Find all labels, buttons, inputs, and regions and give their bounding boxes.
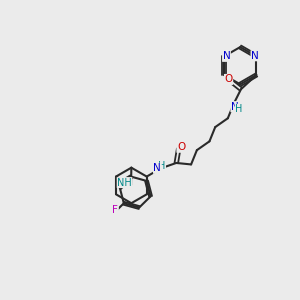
Text: H: H bbox=[158, 160, 166, 171]
Text: F: F bbox=[112, 205, 118, 215]
Text: N: N bbox=[251, 51, 259, 61]
Text: NH: NH bbox=[117, 178, 132, 188]
Text: N: N bbox=[154, 163, 161, 173]
Text: O: O bbox=[177, 142, 185, 152]
Text: O: O bbox=[224, 74, 233, 84]
Text: H: H bbox=[235, 104, 243, 114]
Text: N: N bbox=[223, 51, 230, 62]
Text: N: N bbox=[231, 102, 238, 112]
